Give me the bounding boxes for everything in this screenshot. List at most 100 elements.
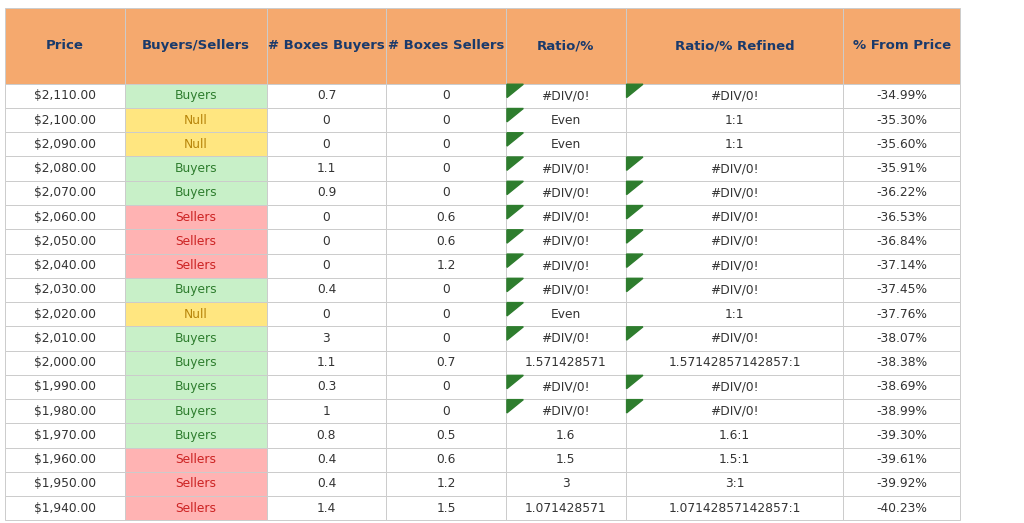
Text: 0: 0 <box>323 235 331 248</box>
Bar <box>506 423 626 448</box>
Bar <box>125 399 266 423</box>
Text: Sellers: Sellers <box>175 259 216 272</box>
Bar <box>506 448 626 472</box>
Bar <box>266 399 386 423</box>
Polygon shape <box>507 157 523 170</box>
Text: $2,090.00: $2,090.00 <box>34 138 96 151</box>
Bar <box>266 8 386 84</box>
Bar <box>5 181 125 205</box>
Bar <box>506 496 626 520</box>
Polygon shape <box>507 84 523 98</box>
Bar <box>506 302 626 326</box>
Bar <box>626 496 844 520</box>
Bar <box>626 423 844 448</box>
Text: 0: 0 <box>323 138 331 151</box>
Bar <box>506 350 626 375</box>
Bar <box>506 156 626 181</box>
Text: 0: 0 <box>442 113 450 127</box>
Bar <box>386 448 506 472</box>
Text: Buyers: Buyers <box>174 429 217 442</box>
Bar <box>5 108 125 132</box>
Bar <box>125 326 266 350</box>
Bar <box>5 448 125 472</box>
Text: #DIV/0!: #DIV/0! <box>711 259 759 272</box>
Text: -37.14%: -37.14% <box>877 259 927 272</box>
Text: Buyers: Buyers <box>174 186 217 199</box>
Bar <box>626 448 844 472</box>
Bar <box>626 8 844 84</box>
Text: Ratio/% Refined: Ratio/% Refined <box>675 39 795 52</box>
Text: -39.61%: -39.61% <box>877 453 927 466</box>
Text: 1.6:1: 1.6:1 <box>719 429 751 442</box>
Polygon shape <box>507 133 523 146</box>
Polygon shape <box>627 376 643 389</box>
Text: #DIV/0!: #DIV/0! <box>542 380 590 393</box>
Text: Price: Price <box>46 39 84 52</box>
Bar <box>626 254 844 278</box>
Bar <box>266 132 386 156</box>
Bar <box>506 8 626 84</box>
Bar <box>5 132 125 156</box>
Text: 0: 0 <box>442 332 450 345</box>
Text: 1: 1 <box>323 405 331 418</box>
Bar <box>386 326 506 350</box>
Bar <box>626 350 844 375</box>
Text: -35.60%: -35.60% <box>877 138 928 151</box>
Bar <box>266 375 386 399</box>
Text: $2,010.00: $2,010.00 <box>34 332 96 345</box>
Bar <box>626 132 844 156</box>
Text: 0.6: 0.6 <box>436 235 456 248</box>
Bar <box>386 472 506 496</box>
Bar <box>386 423 506 448</box>
Bar <box>844 496 961 520</box>
Text: $2,050.00: $2,050.00 <box>34 235 96 248</box>
Text: $2,080.00: $2,080.00 <box>34 162 96 175</box>
Text: -36.53%: -36.53% <box>877 211 928 224</box>
Text: 1:1: 1:1 <box>725 113 744 127</box>
Polygon shape <box>627 206 643 219</box>
Text: 0: 0 <box>323 259 331 272</box>
Text: Null: Null <box>184 113 208 127</box>
Bar <box>266 472 386 496</box>
Bar <box>266 254 386 278</box>
Text: Sellers: Sellers <box>175 211 216 224</box>
Text: -39.30%: -39.30% <box>877 429 927 442</box>
Bar <box>5 278 125 302</box>
Text: Even: Even <box>551 113 581 127</box>
Text: 0.4: 0.4 <box>316 477 336 491</box>
Bar <box>844 8 961 84</box>
Bar <box>125 350 266 375</box>
Bar <box>506 254 626 278</box>
Polygon shape <box>627 181 643 195</box>
Bar <box>5 326 125 350</box>
Text: 0: 0 <box>323 211 331 224</box>
Text: $2,000.00: $2,000.00 <box>34 356 96 369</box>
Text: Buyers: Buyers <box>174 380 217 393</box>
Bar <box>125 448 266 472</box>
Text: Null: Null <box>184 138 208 151</box>
Text: 1.57142857142857:1: 1.57142857142857:1 <box>669 356 801 369</box>
Text: 0: 0 <box>442 138 450 151</box>
Bar <box>266 278 386 302</box>
Bar <box>506 229 626 254</box>
Text: 0.5: 0.5 <box>436 429 456 442</box>
Bar <box>844 448 961 472</box>
Bar <box>626 399 844 423</box>
Polygon shape <box>507 230 523 243</box>
Text: 0.4: 0.4 <box>316 283 336 297</box>
Text: Even: Even <box>551 138 581 151</box>
Bar <box>5 350 125 375</box>
Bar <box>844 326 961 350</box>
Bar <box>626 302 844 326</box>
Bar <box>266 229 386 254</box>
Text: 0.9: 0.9 <box>316 186 336 199</box>
Bar <box>626 181 844 205</box>
Text: Sellers: Sellers <box>175 477 216 491</box>
Text: -37.45%: -37.45% <box>877 283 928 297</box>
Text: 0.8: 0.8 <box>316 429 336 442</box>
Text: #DIV/0!: #DIV/0! <box>711 186 759 199</box>
Text: 0: 0 <box>442 380 450 393</box>
Text: 0: 0 <box>323 113 331 127</box>
Bar <box>5 156 125 181</box>
Text: $1,940.00: $1,940.00 <box>34 502 96 515</box>
